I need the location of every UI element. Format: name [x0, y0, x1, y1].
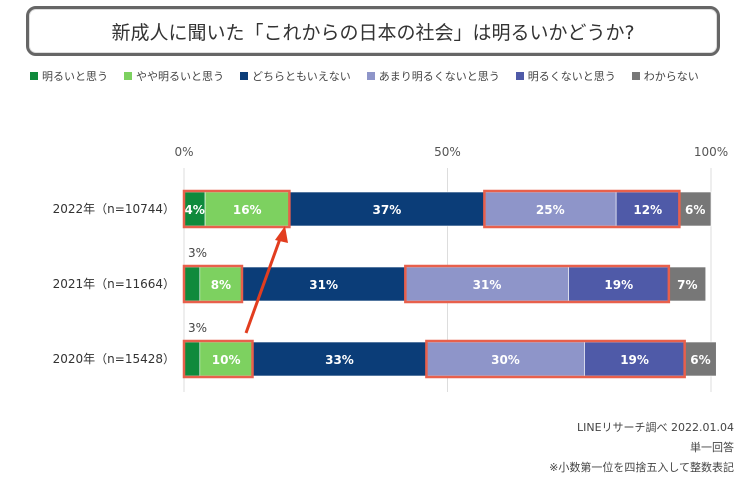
chart-title: 新成人に聞いた「これからの日本の社会」は明るいかどうか?: [111, 21, 635, 44]
data-label: 10%: [212, 353, 241, 367]
data-label: 6%: [685, 203, 705, 217]
data-label: 12%: [633, 203, 662, 217]
data-label: 3%: [188, 321, 207, 335]
data-label: 3%: [188, 246, 207, 260]
data-label: 19%: [620, 353, 649, 367]
legend-label: 明るいと思う: [42, 70, 108, 83]
footer: LINEリサーチ調べ 2022.01.04 単一回答 ※小数第一位を四捨五入して…: [549, 418, 734, 478]
data-label: 8%: [211, 278, 231, 292]
data-label: 4%: [184, 203, 204, 217]
bar-segment: [568, 266, 670, 302]
data-label: 19%: [604, 278, 633, 292]
title-box: 新成人に聞いた「これからの日本の社会」は明るいかどうか?: [26, 6, 720, 56]
legend-swatch: [124, 72, 132, 80]
data-label: 31%: [309, 278, 338, 292]
legend-swatch: [30, 72, 38, 80]
legend-item: どちらともいえない: [240, 68, 351, 84]
rounding-note: ※小数第一位を四捨五入して整数表記: [549, 461, 734, 474]
data-label: 25%: [536, 203, 565, 217]
category-label: 2020年（n=15428）: [53, 352, 175, 366]
category-label: 2022年（n=10744）: [53, 202, 175, 216]
legend-item: わからない: [631, 68, 699, 84]
negative-highlight-box: [425, 339, 686, 379]
data-label: 16%: [233, 203, 262, 217]
legend-swatch: [515, 72, 524, 80]
bar-segment: [183, 341, 201, 377]
data-label: 31%: [473, 278, 502, 292]
negative-highlight-box: [483, 189, 681, 229]
bar-segment: [668, 266, 707, 302]
data-label: 37%: [373, 203, 402, 217]
legend-swatch: [366, 72, 375, 80]
answer-type-note: 単一回答: [690, 441, 734, 454]
positive-highlight-box: [182, 189, 291, 229]
legend-item: 明るいと思う: [30, 68, 108, 84]
legend-swatch: [631, 72, 640, 80]
legend-swatch: [240, 72, 248, 80]
bar-segment: [679, 191, 712, 227]
x-tick-label: 100%: [694, 145, 728, 159]
bar-segment: [252, 341, 427, 377]
trend-arrow-head: [275, 226, 288, 243]
source-note: LINEリサーチ調べ 2022.01.04: [576, 421, 734, 434]
negative-highlight-box: [404, 264, 671, 304]
positive-highlight-box: [182, 339, 254, 379]
bar-segment: [584, 341, 685, 377]
data-label: 30%: [491, 353, 520, 367]
legend: 明るいと思う やや明るいと思う どちらともいえない あまり明るくないと思う 明るくないと…: [30, 68, 730, 84]
trend-arrow-shaft: [244, 235, 283, 334]
data-label: 6%: [690, 353, 710, 367]
bar-segment: [183, 266, 201, 302]
legend-label: 明るくないと思う: [527, 70, 616, 83]
data-label: 7%: [677, 278, 697, 292]
x-tick-label: 50%: [434, 145, 461, 159]
legend-label: やや明るいと思う: [136, 70, 224, 83]
legend-item: あまり明るくないと思う: [366, 68, 500, 84]
legend-label: あまり明るくないと思う: [378, 70, 500, 83]
legend-label: わからない: [643, 70, 699, 83]
data-label: 33%: [325, 353, 354, 367]
legend-item: やや明るいと思う: [124, 68, 224, 84]
legend-item: 明るくないと思う: [515, 68, 616, 84]
x-tick-label: 0%: [174, 145, 193, 159]
category-label: 2021年（n=11664）: [53, 277, 175, 291]
bar-segment: [684, 341, 717, 377]
positive-highlight-box: [182, 264, 244, 304]
bar-segment: [405, 266, 570, 302]
legend-label: どちらともいえない: [252, 70, 351, 83]
